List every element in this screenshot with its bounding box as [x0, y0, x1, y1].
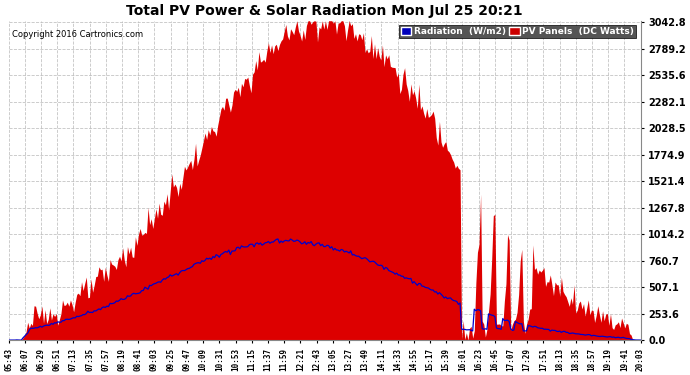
Text: Copyright 2016 Cartronics.com: Copyright 2016 Cartronics.com [12, 30, 143, 39]
Legend: Radiation  (W/m2), PV Panels  (DC Watts): Radiation (W/m2), PV Panels (DC Watts) [399, 25, 636, 38]
Title: Total PV Power & Solar Radiation Mon Jul 25 20:21: Total PV Power & Solar Radiation Mon Jul… [126, 4, 523, 18]
